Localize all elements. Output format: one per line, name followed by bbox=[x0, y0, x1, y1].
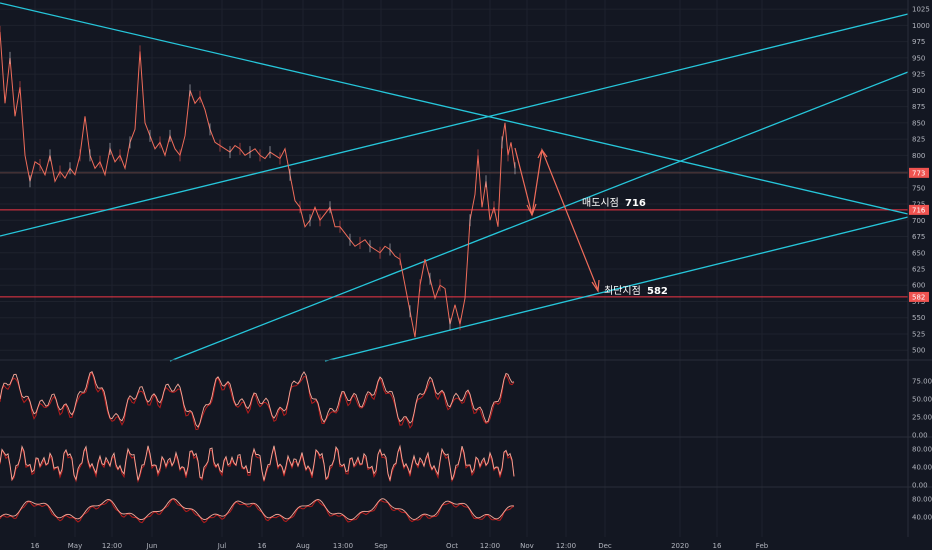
time-tick-label: May bbox=[68, 542, 82, 550]
price-tick-label: 1025 bbox=[912, 6, 930, 14]
time-tick-label: 16 bbox=[713, 542, 722, 550]
oscillator-tick-label: 0.00 bbox=[912, 432, 928, 440]
price-tick-label: 625 bbox=[912, 266, 925, 274]
price-tag-label: 716 bbox=[912, 206, 926, 214]
price-tag-box bbox=[909, 204, 929, 215]
price-series bbox=[0, 25, 516, 338]
time-tick-label: Sep bbox=[374, 542, 388, 550]
trend-lines[interactable] bbox=[0, 2, 909, 362]
time-tick-label: Jul bbox=[217, 542, 227, 550]
time-tick-label: Dec bbox=[598, 542, 612, 550]
trend-line[interactable] bbox=[324, 216, 909, 362]
projection-arrow bbox=[514, 147, 599, 291]
trend-line[interactable] bbox=[0, 2, 909, 215]
time-tick-label: Feb bbox=[756, 542, 769, 550]
price-tick-label: 725 bbox=[912, 201, 925, 209]
horizontal-lines bbox=[0, 172, 908, 298]
trend-line[interactable] bbox=[169, 71, 909, 362]
price-tick-label: 925 bbox=[912, 71, 925, 79]
time-tick-label: 2020 bbox=[671, 542, 689, 550]
price-line bbox=[0, 31, 516, 338]
price-tick-label: 1000 bbox=[912, 22, 930, 30]
price-tick-label: 975 bbox=[912, 38, 925, 46]
oscillator-tick-label: 25.00 bbox=[912, 414, 932, 422]
price-tick-label: 650 bbox=[912, 249, 925, 257]
price-tick-label: 750 bbox=[912, 184, 925, 192]
time-tick-label: 12:00 bbox=[480, 542, 500, 550]
arrow-head bbox=[591, 279, 600, 293]
projection-arrows bbox=[514, 147, 600, 293]
time-tick-label: Oct bbox=[446, 542, 458, 550]
oscillator-panels bbox=[0, 371, 515, 524]
time-tick-label: 13:00 bbox=[333, 542, 353, 550]
price-tag-box bbox=[909, 167, 929, 178]
price-tick-label: 500 bbox=[912, 347, 925, 355]
price-tag-box bbox=[909, 291, 929, 302]
oscillator-line bbox=[0, 498, 515, 521]
time-tick-label: 12:00 bbox=[102, 542, 122, 550]
price-tag-label: 773 bbox=[912, 169, 925, 177]
sell-point-annotation: 매도시점 716 bbox=[582, 197, 646, 209]
price-tags: 773 716 582 bbox=[909, 167, 929, 302]
time-tick-label: 12:00 bbox=[556, 542, 576, 550]
price-tick-label: 700 bbox=[912, 217, 925, 225]
price-tick-label: 675 bbox=[912, 233, 925, 241]
price-tick-label: 800 bbox=[912, 152, 925, 160]
oscillator-tick-label: 80.00 bbox=[912, 496, 932, 504]
time-tick-label: Aug bbox=[296, 542, 310, 550]
lowest-point-annotation: 최단지점 582 bbox=[604, 285, 668, 297]
oscillator-tick-label: 40.00 bbox=[912, 464, 932, 472]
price-tick-label: 825 bbox=[912, 136, 925, 144]
oscillator-tick-label: 75.00 bbox=[912, 378, 932, 386]
oscillator-signal-line bbox=[0, 499, 515, 524]
oscillator-line bbox=[0, 444, 515, 482]
price-tick-label: 600 bbox=[912, 282, 925, 290]
trend-line[interactable] bbox=[0, 13, 909, 237]
price-tick-label: 900 bbox=[912, 87, 925, 95]
price-tick-label: 550 bbox=[912, 314, 925, 322]
oscillator-signal-line bbox=[0, 371, 515, 431]
oscillator-tick-label: 80.00 bbox=[912, 446, 932, 454]
oscillator-tick-label: 0.00 bbox=[912, 482, 928, 490]
price-tick-label: 525 bbox=[912, 330, 925, 338]
price-axis[interactable]: 1025100097595092590087585082580077575072… bbox=[912, 6, 932, 522]
price-tick-label: 875 bbox=[912, 103, 925, 111]
price-tick-label: 950 bbox=[912, 54, 925, 62]
time-tick-label: 16 bbox=[31, 542, 40, 550]
oscillator-line bbox=[0, 371, 515, 428]
time-tick-label: Jun bbox=[146, 542, 158, 550]
oscillator-tick-label: 50.00 bbox=[912, 396, 932, 404]
price-tag-label: 582 bbox=[912, 293, 925, 301]
time-tick-label: Nov bbox=[520, 542, 534, 550]
time-axis[interactable]: 16 May 12:00 Jun Jul 16 Aug 13:00 Sep Oct 12:00 Nov… bbox=[31, 542, 769, 550]
time-tick-label: 16 bbox=[258, 542, 267, 550]
arrow-head bbox=[526, 203, 537, 217]
oscillator-signal-line bbox=[0, 446, 515, 484]
price-tick-label: 575 bbox=[912, 298, 925, 306]
oscillator-tick-label: 40.00 bbox=[912, 514, 932, 522]
arrow-head bbox=[537, 148, 548, 159]
price-tick-label: 850 bbox=[912, 119, 925, 127]
